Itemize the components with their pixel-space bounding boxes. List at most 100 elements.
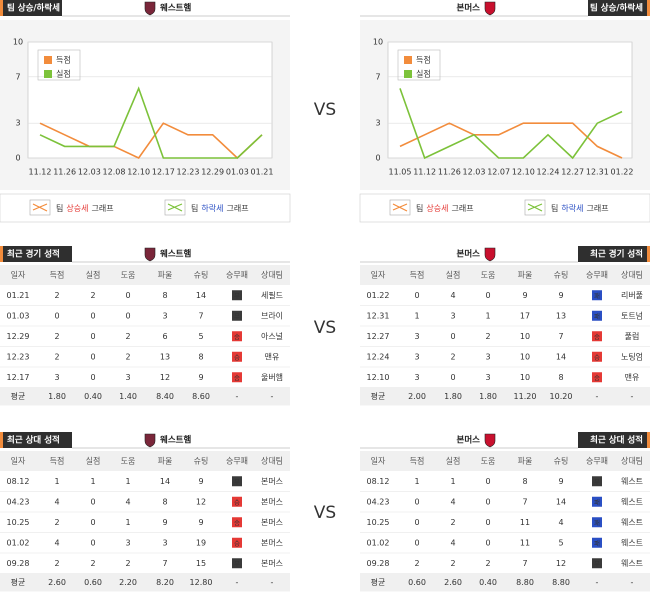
cell: 0 (125, 291, 130, 300)
cell: 0 (54, 311, 59, 320)
average-cell: 1.80 (479, 392, 497, 401)
average-cell: 2.00 (408, 392, 426, 401)
average-cell: 0.60 (84, 578, 102, 587)
cell: 2 (54, 352, 59, 361)
average-cell: 8.60 (192, 392, 210, 401)
result-text: 승 (594, 333, 600, 341)
cell: 본머스 (261, 477, 283, 486)
x-tick-label: 11.26 (53, 168, 76, 177)
legend-swatch (404, 56, 412, 64)
column-header: 슈팅 (554, 456, 569, 466)
column-header: 승무패 (586, 456, 608, 466)
cell: 2 (90, 291, 95, 300)
cell: 7 (198, 311, 203, 320)
cell: 4 (54, 497, 59, 506)
header-accent (0, 432, 3, 448)
result-badge (592, 372, 602, 383)
team-name: 웨스트햄 (160, 3, 191, 14)
column-header: 득점 (410, 456, 425, 466)
header-bar (0, 246, 72, 262)
header-title: 최근 경기 성적 (7, 249, 60, 260)
cell: 14 (160, 477, 170, 486)
cell: 풀럼 (625, 332, 640, 341)
cell: 12.24 (367, 352, 390, 361)
result-badge (232, 310, 242, 321)
cell: 세필드 (261, 290, 283, 300)
column-header: 승무패 (226, 270, 248, 280)
cell: 4 (450, 291, 455, 300)
cell: 리버풀 (621, 290, 643, 300)
cell: 10 (520, 352, 530, 361)
cell: 2 (414, 559, 419, 568)
footer-label-part: 그래프 (91, 204, 113, 213)
footer-icon-lines (527, 203, 543, 212)
header-accent (647, 0, 650, 16)
x-tick-label: 12.24 (537, 168, 560, 177)
header-title: 팀 상승/하락세 (7, 3, 60, 14)
cell: 웨스트 (621, 537, 643, 547)
result-text: 무 (594, 560, 600, 568)
cell: 4 (558, 518, 563, 527)
column-header: 도움 (481, 271, 496, 280)
average-row (0, 573, 290, 592)
average-cell: 11.20 (514, 392, 537, 401)
cell: 1 (54, 477, 59, 486)
cell: 0 (90, 497, 95, 506)
cell: 맨유 (265, 352, 280, 361)
cell: 4 (125, 497, 130, 506)
cell: 0 (485, 497, 490, 506)
cell: 6 (162, 332, 167, 341)
cell: 08.12 (367, 477, 390, 486)
average-cell: 1.40 (119, 392, 137, 401)
legend-label: 실점 (416, 69, 431, 79)
result-text: 패 (594, 291, 600, 300)
footer-label-part: 팀 (416, 203, 423, 213)
header-accent (0, 0, 3, 16)
average-cell: 평균 (11, 391, 26, 401)
header-title: 팀 상승/하락세 (590, 3, 643, 14)
x-tick-label: 12.03 (78, 168, 101, 177)
cell: 12.17 (7, 373, 30, 382)
cell: 0 (450, 373, 455, 382)
result-badge (232, 496, 242, 507)
cell: 12 (196, 497, 206, 506)
footer-label: 팀 상승세 그래프 (56, 203, 114, 213)
cell: 0 (90, 373, 95, 382)
legend-swatch (44, 70, 52, 78)
footer-label-part: 팀 (56, 203, 63, 213)
cell: 1 (485, 311, 490, 320)
result-badge (232, 372, 242, 383)
header-accent (647, 432, 650, 448)
legend-box (397, 49, 441, 81)
cell: 14 (196, 291, 206, 300)
cell: 9 (198, 477, 203, 486)
cell: 9 (558, 291, 563, 300)
cell: 01.21 (7, 291, 30, 300)
header-title: 최근 상대 성적 (7, 435, 60, 446)
cell: 15 (196, 559, 206, 568)
cell: 17 (520, 311, 530, 320)
team-name: 웨스트햄 (160, 249, 191, 260)
cell: 13 (556, 311, 566, 320)
x-tick-label: 12.03 (463, 168, 486, 177)
cell: 0 (414, 497, 419, 506)
average-cell: 평균 (371, 391, 386, 401)
cell: 토트넘 (621, 310, 643, 320)
team-logo (484, 247, 496, 262)
cell: 0 (90, 538, 95, 547)
header-title: 최근 상대 성적 (590, 435, 643, 446)
average-cell: 평균 (11, 577, 26, 587)
result-badge (232, 558, 242, 569)
legend-swatch (44, 56, 52, 64)
column-header: 상대팀 (261, 456, 283, 466)
cell: 3 (162, 538, 167, 547)
footer-label-part: 팀 (191, 203, 198, 213)
column-header: 일자 (11, 457, 26, 466)
cell: 4 (450, 538, 455, 547)
average-row (360, 387, 650, 406)
cell: 3 (414, 332, 419, 341)
x-tick-label: 12.31 (586, 168, 609, 177)
cell: 0 (90, 352, 95, 361)
cell: 2 (54, 518, 59, 527)
average-cell: 1.80 (444, 392, 462, 401)
